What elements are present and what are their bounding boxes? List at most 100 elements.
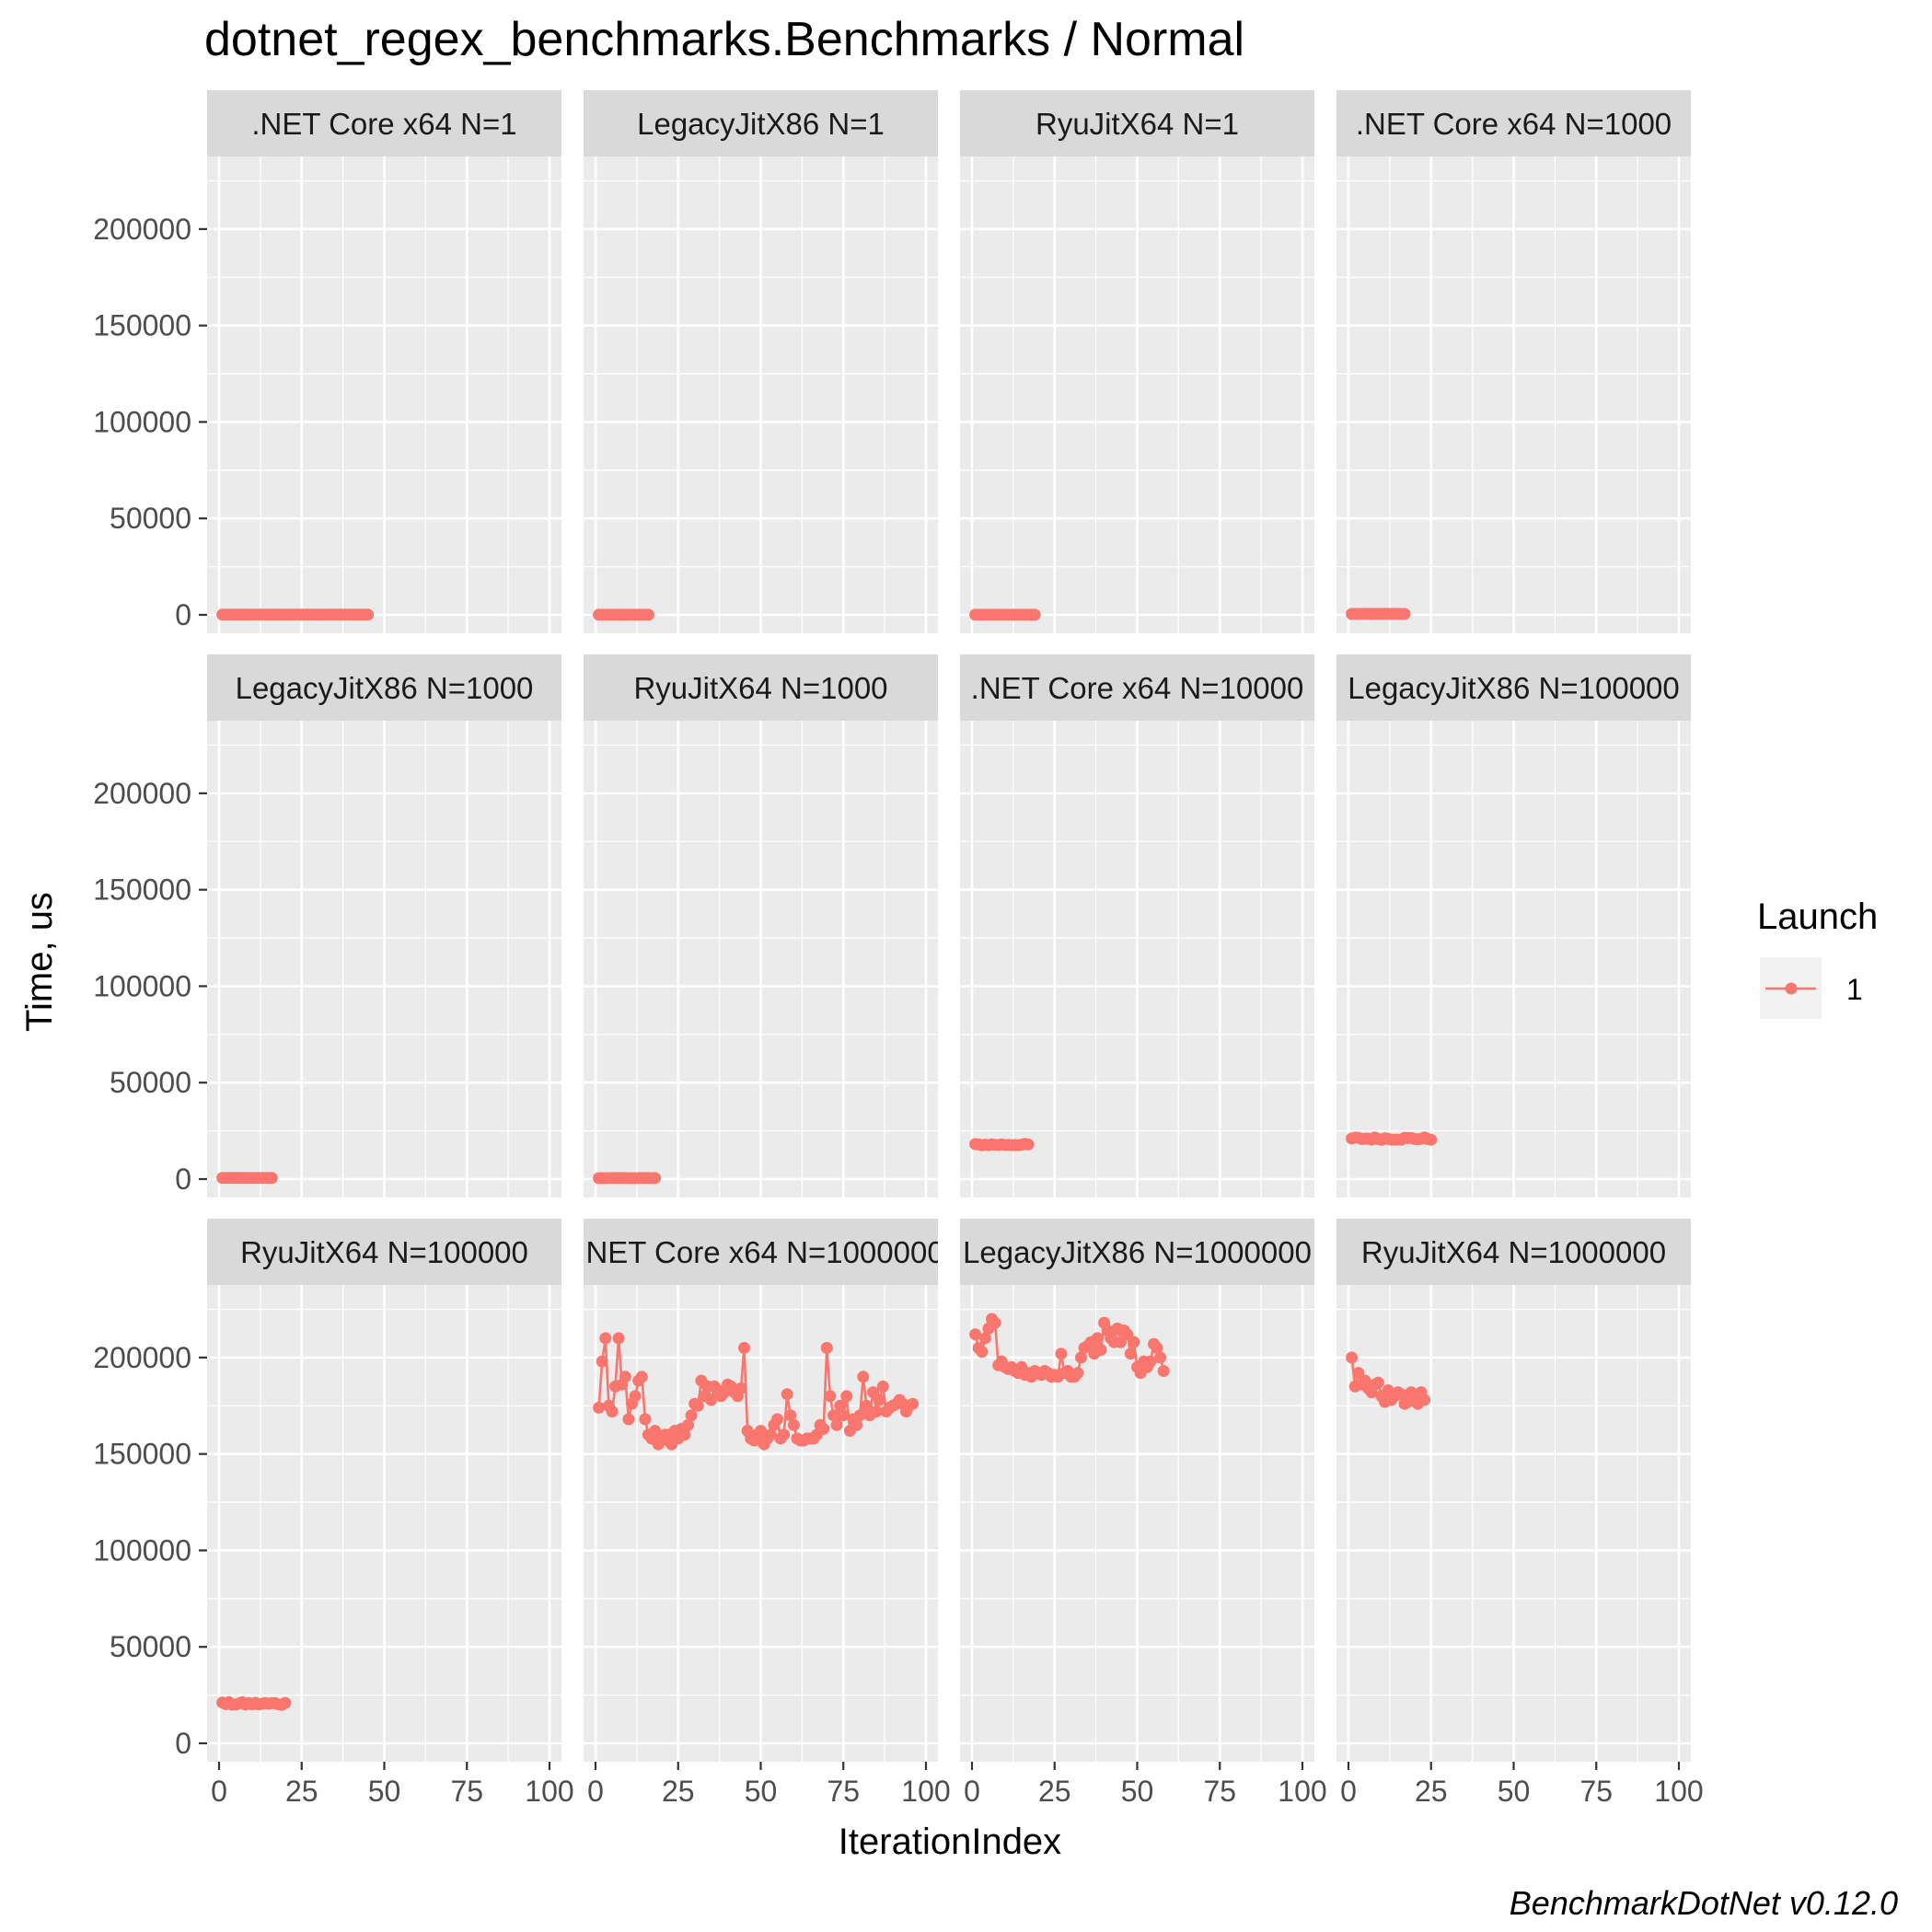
data-point — [1144, 1355, 1157, 1368]
data-point — [635, 1371, 648, 1383]
y-tick-label: 0 — [175, 598, 191, 631]
data-point — [1071, 1367, 1084, 1380]
facet-panel: .NET Core x64 N=1 0 50000 100000 150000 20000… — [93, 90, 561, 633]
facet-strip — [584, 654, 938, 721]
facet-strip-label: LegacyJitX86 N=1 — [637, 107, 885, 141]
y-axis-title: Time, us — [19, 892, 60, 1032]
facet-panel: .NET Core x64 N=1000000 0 25 50 75 100 — [577, 1219, 951, 1808]
data-point — [606, 1406, 619, 1417]
facet-panel: RyuJitX64 N=1000000 0 25 50 75 100 — [1336, 1219, 1704, 1808]
facet-panel: LegacyJitX86 N=1000 0 50000 100000 150000 200… — [93, 654, 561, 1197]
data-point — [612, 1332, 625, 1345]
data-point — [907, 1397, 920, 1410]
x-tick-label: 100 — [901, 1775, 950, 1808]
data-point — [682, 1418, 694, 1431]
data-point — [784, 1409, 797, 1422]
facet-panel: .NET Core x64 N=10000 — [960, 654, 1314, 1197]
x-tick-label: 0 — [964, 1775, 980, 1808]
facet-strip-label: LegacyJitX86 N=1000000 — [963, 1235, 1312, 1269]
data-point — [1124, 1348, 1137, 1360]
data-point — [860, 1399, 873, 1412]
y-tick-label: 0 — [175, 1163, 191, 1196]
data-point — [837, 1409, 850, 1422]
data-point — [1028, 608, 1041, 621]
data-point — [840, 1390, 853, 1403]
data-point — [778, 1429, 791, 1441]
facet-strip — [960, 1219, 1314, 1285]
x-tick-label: 25 — [1038, 1775, 1071, 1808]
facet-strip-label: .NET Core x64 N=1000 — [1356, 107, 1672, 141]
data-point — [1418, 1394, 1431, 1406]
data-point — [738, 1341, 750, 1354]
facet-panel: RyuJitX64 N=100000 0 50000 100000 150000 2000… — [93, 1219, 574, 1808]
data-point — [691, 1399, 704, 1412]
data-point — [857, 1371, 870, 1383]
y-tick-label: 50000 — [110, 1066, 191, 1099]
data-point — [827, 1409, 839, 1422]
x-axis-title: IterationIndex — [839, 1822, 1061, 1862]
facet-strip — [207, 1219, 561, 1285]
x-tick-label: 25 — [285, 1775, 318, 1808]
y-tick-label: 200000 — [93, 1341, 191, 1374]
data-point — [870, 1406, 883, 1417]
data-point — [1075, 1351, 1087, 1364]
legend-title: Launch — [1757, 897, 1878, 937]
facet-panel: RyuJitX64 N=1 — [960, 90, 1314, 633]
data-point — [764, 1429, 777, 1441]
data-point — [735, 1382, 747, 1394]
data-point — [279, 1696, 292, 1709]
facet-strip — [207, 90, 561, 156]
data-point — [781, 1388, 793, 1401]
data-point — [853, 1409, 866, 1422]
x-tick-label: 50 — [745, 1775, 778, 1808]
facet-panel: .NET Core x64 N=1000 — [1336, 90, 1691, 633]
x-tick-label: 75 — [1579, 1775, 1613, 1808]
facet-strip — [584, 1219, 938, 1285]
x-tick-label: 0 — [1340, 1775, 1357, 1808]
facet-strip — [1336, 654, 1691, 721]
y-tick-label: 200000 — [93, 777, 191, 810]
data-point — [976, 1346, 989, 1359]
facet-strip-label: RyuJitX64 N=1 — [1035, 107, 1239, 141]
legend-key-point — [1785, 982, 1798, 995]
data-point — [850, 1418, 863, 1431]
data-point — [599, 1332, 612, 1345]
y-tick-label: 100000 — [93, 969, 191, 1002]
x-tick-label: 25 — [662, 1775, 695, 1808]
data-point — [619, 1371, 631, 1383]
facet-panel: LegacyJitX86 N=100000 — [1336, 654, 1691, 1197]
data-point — [969, 1328, 982, 1341]
data-point — [873, 1394, 886, 1406]
data-point — [649, 1172, 662, 1185]
x-tick-label: 50 — [1121, 1775, 1154, 1808]
x-tick-label: 75 — [450, 1775, 483, 1808]
y-tick-label: 50000 — [110, 1630, 191, 1663]
y-tick-label: 50000 — [110, 502, 191, 535]
y-tick-label: 0 — [175, 1727, 191, 1760]
facet-strip — [960, 90, 1314, 156]
facet-strip-label: .NET Core x64 N=1000000 — [577, 1235, 943, 1269]
facet-strip-label: .NET Core x64 N=1 — [251, 107, 516, 141]
facet-strip — [960, 654, 1314, 721]
data-point — [1022, 1138, 1035, 1151]
data-point — [830, 1418, 843, 1431]
data-point — [639, 1413, 652, 1426]
data-point — [876, 1380, 889, 1393]
data-point — [834, 1399, 847, 1412]
data-point — [678, 1429, 691, 1441]
caption: BenchmarkDotNet v0.12.0 — [1510, 1884, 1898, 1922]
data-point — [787, 1418, 800, 1431]
data-point — [685, 1409, 698, 1422]
data-point — [978, 1332, 991, 1345]
facet-strip-label: LegacyJitX86 N=100000 — [1348, 671, 1680, 705]
data-point — [989, 1316, 1001, 1329]
x-tick-label: 75 — [827, 1775, 860, 1808]
y-tick-label: 100000 — [93, 405, 191, 438]
x-tick-label: 50 — [1498, 1775, 1531, 1808]
data-point — [771, 1413, 783, 1426]
data-point — [642, 608, 654, 621]
data-point — [1151, 1341, 1163, 1354]
data-point — [1094, 1344, 1107, 1356]
x-tick-label: 100 — [1654, 1775, 1703, 1808]
